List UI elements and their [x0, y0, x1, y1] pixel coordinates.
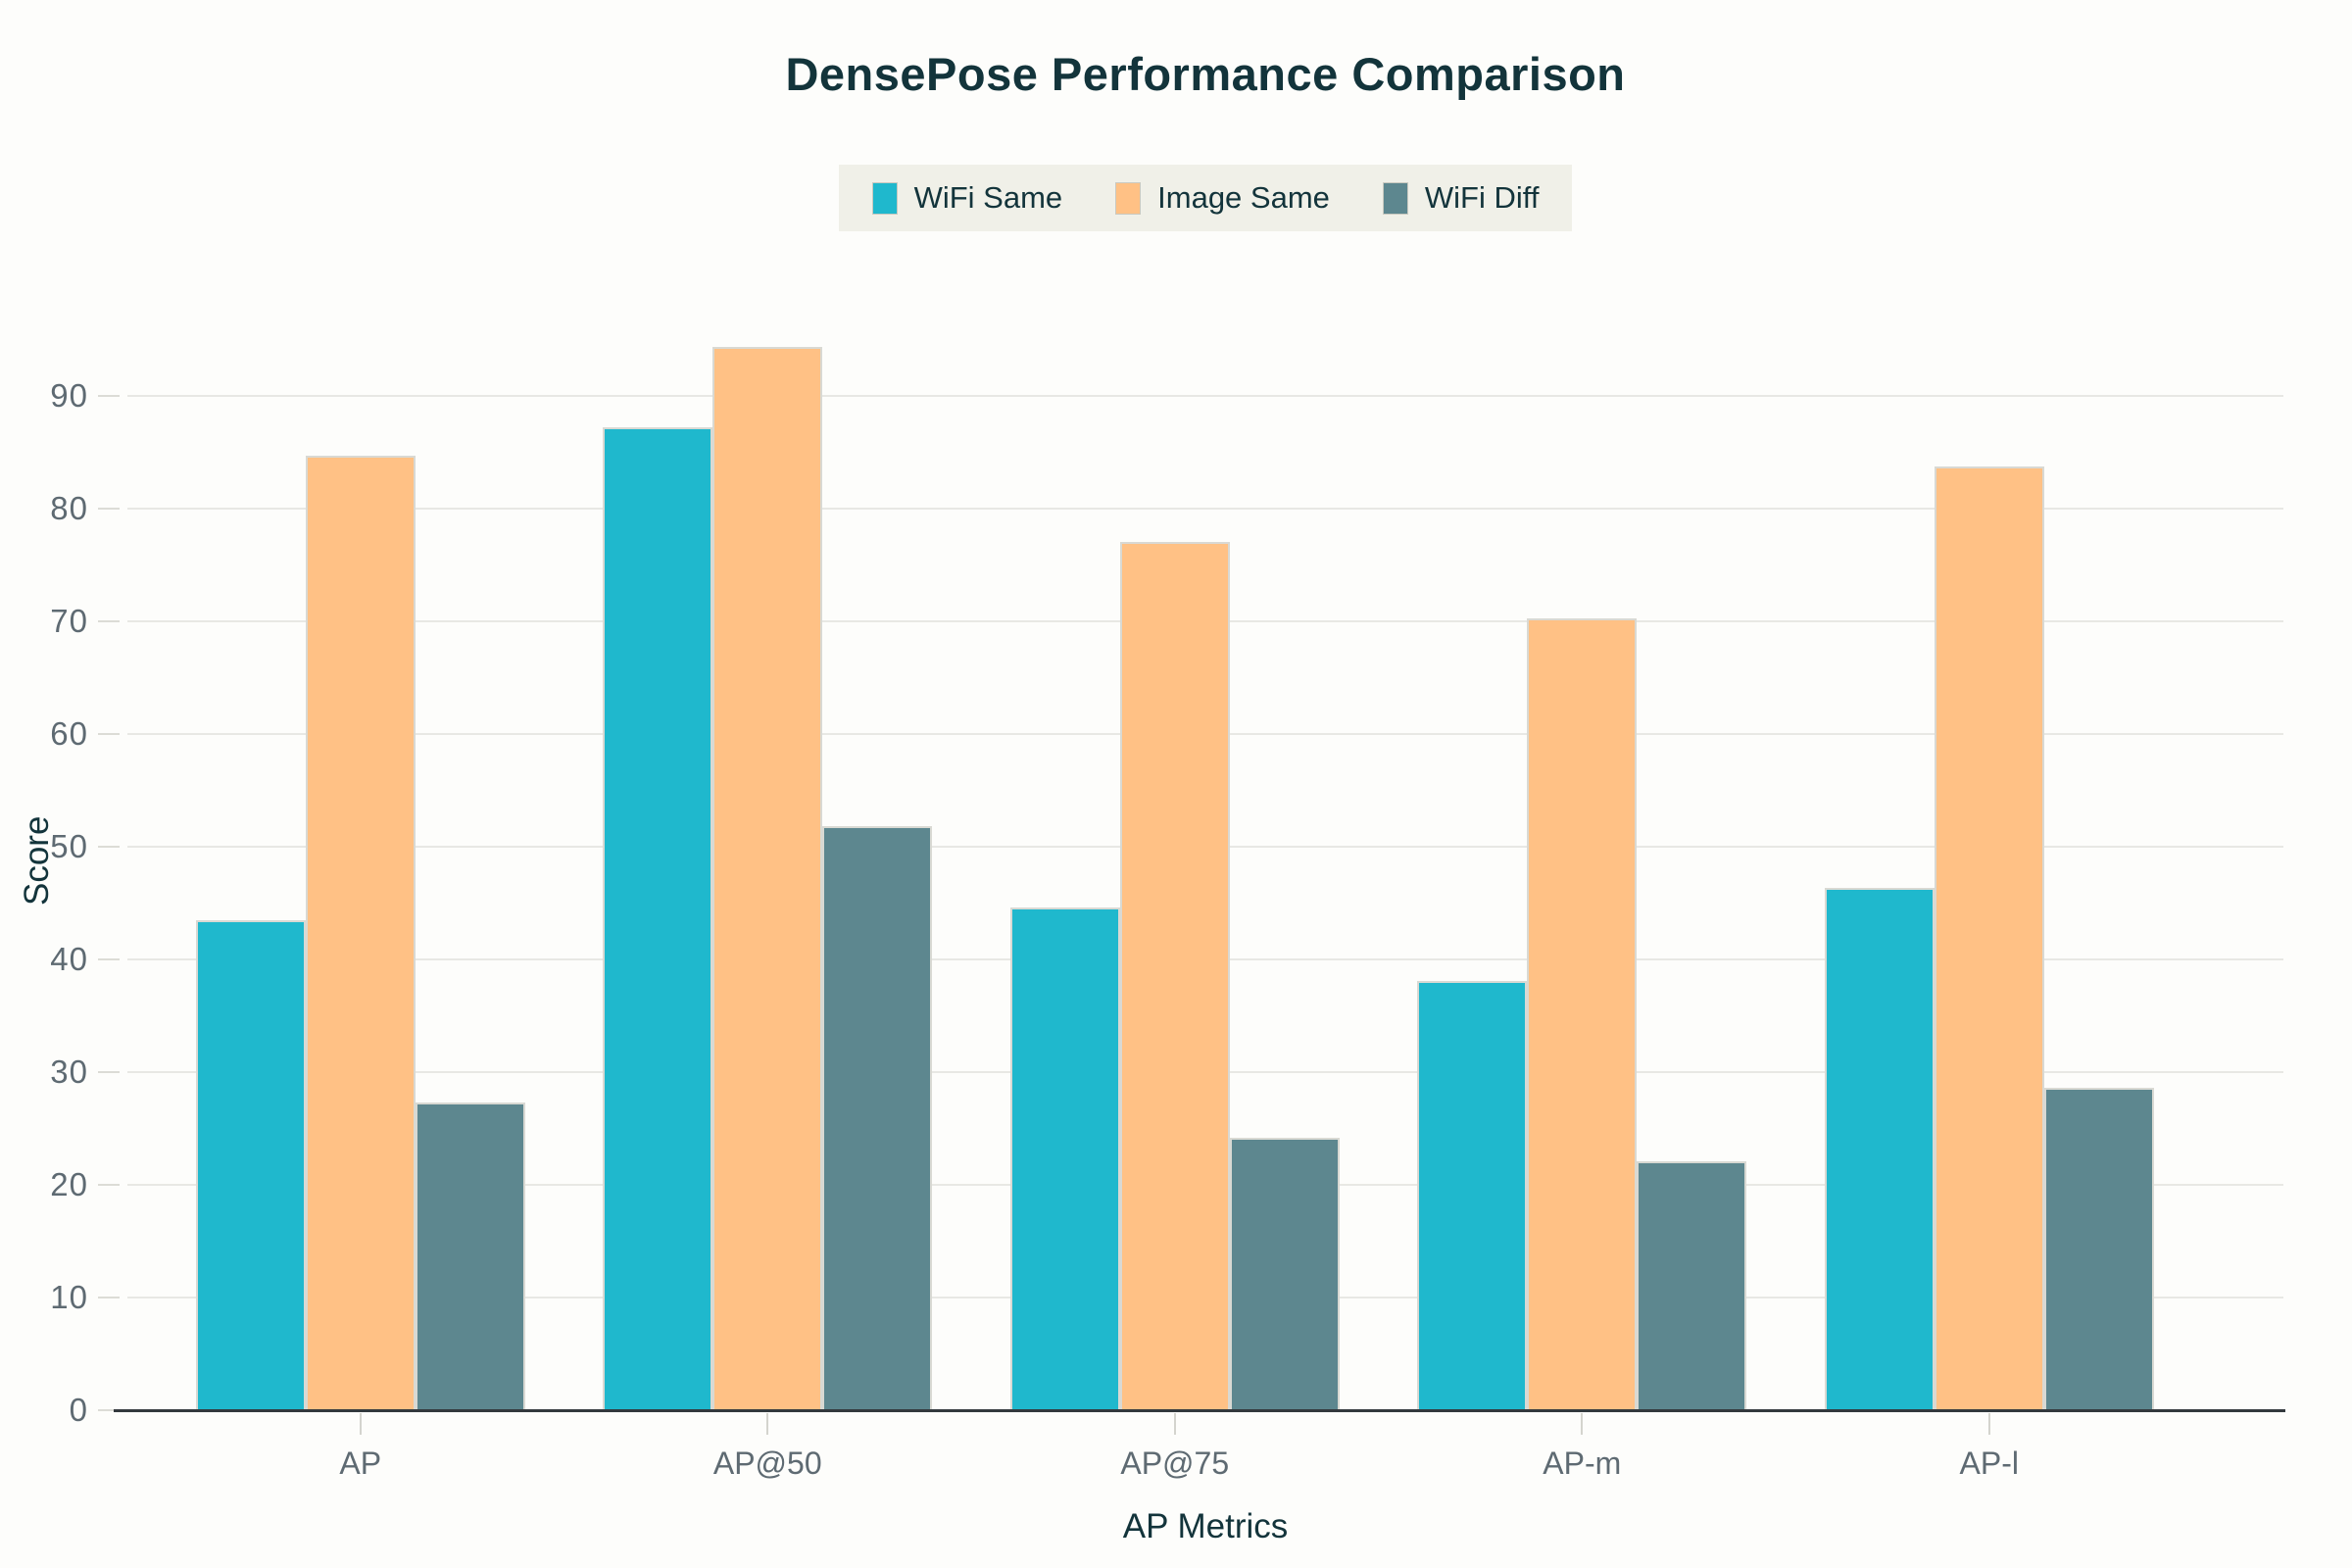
bar-wifi-diff-ap-m[interactable]	[1637, 1160, 1747, 1410]
y-tick-label-70: 70	[50, 603, 88, 640]
x-tick-label-ap-75: AP@75	[1120, 1446, 1230, 1481]
bar-wifi-same-ap[interactable]	[195, 919, 306, 1410]
legend-label-image-same: Image Same	[1157, 180, 1330, 215]
y-tick-label-20: 20	[50, 1166, 88, 1203]
chart-title: DensePose Performance Comparison	[785, 48, 1626, 100]
legend-item-image-same[interactable]: Image Same	[1115, 180, 1330, 216]
bar-group-ap-m	[1379, 312, 1787, 1410]
y-tick-label-80: 80	[50, 490, 88, 527]
y-tick-label-90: 90	[50, 377, 88, 415]
y-tick-mark-10	[98, 1297, 120, 1299]
y-tick-mark-0	[98, 1409, 120, 1411]
y-tick-mark-80	[98, 508, 120, 511]
bar-group-ap-l	[1786, 312, 2193, 1410]
y-tick-mark-40	[98, 958, 120, 961]
y-tick-label-50: 50	[50, 828, 88, 865]
legend-item-wifi-same[interactable]: WiFi Same	[871, 180, 1063, 216]
x-axis-line	[114, 1409, 2285, 1412]
bar-image-same-ap-m[interactable]	[1527, 617, 1638, 1410]
bar-wifi-diff-ap-75[interactable]	[1229, 1137, 1340, 1410]
y-tick-label-10: 10	[50, 1279, 88, 1316]
bar-image-same-ap-l[interactable]	[1934, 466, 2044, 1410]
bar-image-same-ap[interactable]	[305, 456, 416, 1410]
y-tick-mark-30	[98, 1071, 120, 1074]
x-tick-label-ap: AP	[339, 1446, 382, 1481]
bar-wifi-same-ap-m[interactable]	[1417, 980, 1528, 1410]
bar-group-ap-75	[971, 312, 1379, 1410]
x-tick-mark-ap-m	[1581, 1413, 1584, 1435]
bar-wifi-diff-ap[interactable]	[415, 1102, 525, 1410]
legend-item-wifi-diff[interactable]: WiFi Diff	[1382, 180, 1540, 216]
y-tick-label-0: 0	[69, 1392, 88, 1428]
y-tick-label-40: 40	[50, 941, 88, 978]
legend-swatch-icon-wifi-diff	[1382, 181, 1408, 215]
x-axis-title: AP Metrics	[1122, 1507, 1289, 1545]
x-tick-label-ap-l: AP-l	[1959, 1446, 2019, 1481]
bar-wifi-same-ap-l[interactable]	[1824, 887, 1935, 1410]
y-tick-mark-90	[98, 395, 120, 398]
bar-wifi-same-ap-75[interactable]	[1009, 907, 1120, 1410]
plot-area: 0 10 20 30 40 50 60 70 80 90 AP AP@50 AP@75 AP-m AP-l	[50, 312, 2285, 1481]
y-tick-label-30: 30	[50, 1054, 88, 1091]
gridline-y-90	[127, 395, 2283, 398]
bar-wifi-diff-ap-l[interactable]	[2043, 1088, 2154, 1410]
legend: WiFi Same Image Same WiFi Diff	[127, 165, 2283, 231]
y-tick-label-60: 60	[50, 715, 88, 753]
bar-group-ap-50	[564, 312, 972, 1410]
legend-swatch-icon-wifi-same	[871, 181, 898, 215]
legend-label-wifi-diff: WiFi Diff	[1424, 180, 1540, 215]
y-tick-mark-20	[98, 1184, 120, 1187]
legend-box: WiFi Same Image Same WiFi Diff	[838, 165, 1573, 231]
bar-wifi-diff-ap-50[interactable]	[822, 826, 933, 1410]
x-tick-mark-ap-75	[1173, 1413, 1176, 1435]
bar-image-same-ap-75[interactable]	[1119, 541, 1230, 1410]
x-tick-label-ap-m: AP-m	[1543, 1446, 1622, 1481]
bar-image-same-ap-50[interactable]	[712, 346, 823, 1410]
bar-wifi-same-ap-50[interactable]	[603, 427, 713, 1410]
x-tick-mark-ap	[359, 1413, 362, 1435]
x-tick-mark-ap-l	[1987, 1413, 1990, 1435]
x-tick-mark-ap-50	[766, 1413, 769, 1435]
legend-swatch-icon-image-same	[1115, 181, 1142, 215]
y-tick-mark-60	[98, 733, 120, 736]
gridline-y-80	[127, 508, 2283, 511]
bar-group-ap	[157, 312, 564, 1410]
x-tick-label-ap-50: AP@50	[712, 1446, 822, 1481]
legend-label-wifi-same: WiFi Same	[913, 180, 1063, 215]
y-tick-mark-70	[98, 620, 120, 623]
y-tick-mark-50	[98, 846, 120, 849]
